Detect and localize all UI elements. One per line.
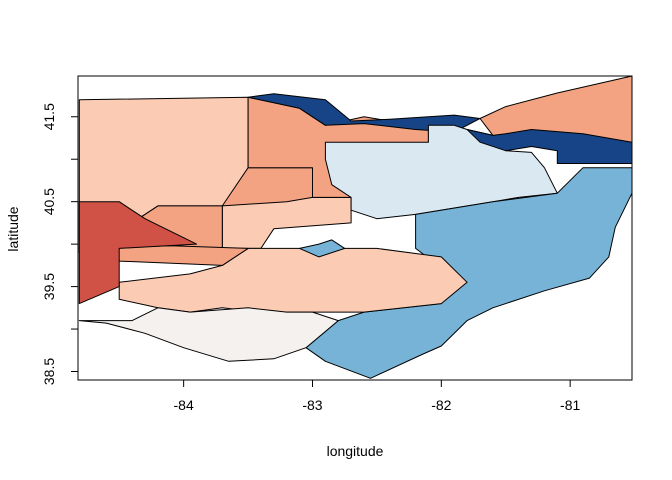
map-regions (78, 75, 633, 379)
x-tick-label: -82 (431, 397, 451, 413)
y-axis: 38.5 39.5 40.5 41.5 (41, 103, 79, 385)
y-tick-label: 38.5 (41, 358, 57, 385)
x-axis: -84 -83 -82 -81 (174, 379, 580, 413)
x-axis-title: longitude (327, 443, 384, 459)
y-tick-label: 40.5 (41, 188, 57, 215)
x-tick-label: -83 (302, 397, 322, 413)
region-south (78, 307, 339, 362)
y-tick-label: 41.5 (41, 103, 57, 130)
region-sw-red (78, 201, 197, 305)
x-tick-label: -84 (174, 397, 194, 413)
region-ne-dark (466, 129, 633, 164)
region-north-lake (247, 93, 481, 133)
y-axis-title: latitude (5, 206, 21, 251)
region-central-blue (299, 239, 346, 258)
y-tick-label: 39.5 (41, 273, 57, 300)
x-tick-label: -81 (560, 397, 580, 413)
